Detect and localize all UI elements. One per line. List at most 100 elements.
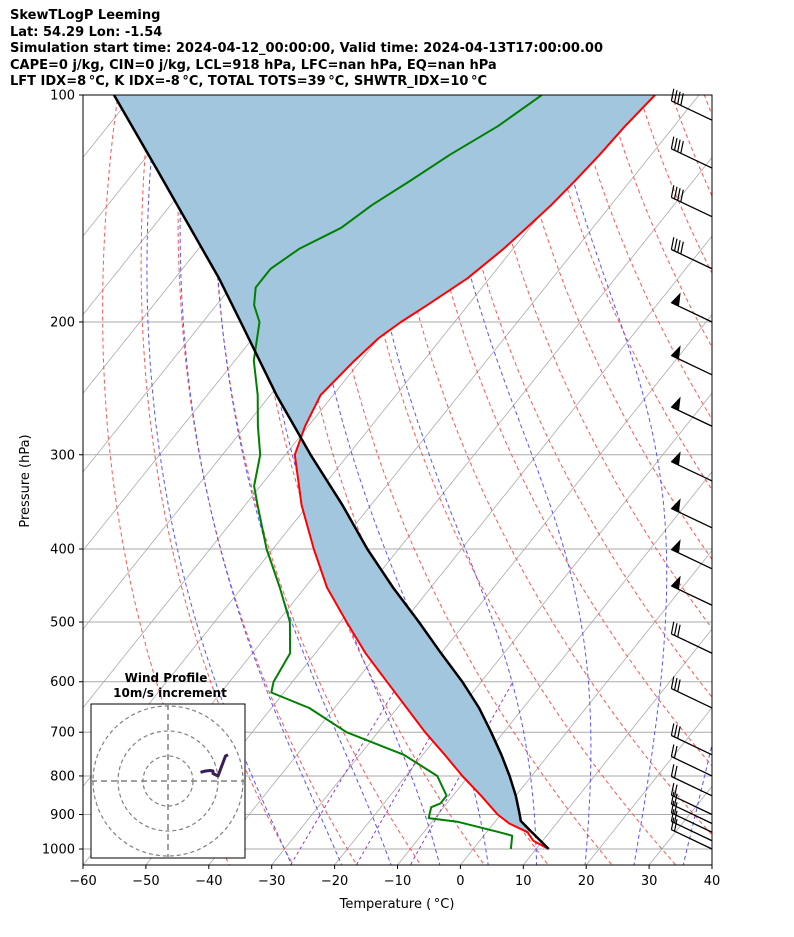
isotherm-line	[334, 392, 712, 865]
dry-adiabat-line	[443, 95, 712, 698]
wind-barb	[670, 451, 713, 482]
wind-barb	[670, 676, 713, 709]
wind-barb-flag	[670, 539, 681, 554]
dry-adiabat-line	[247, 95, 486, 865]
wind-barb-flag	[670, 396, 681, 411]
wind-barb-full	[673, 793, 678, 806]
dry-adiabat-line	[703, 95, 712, 117]
dry-adiabat-line	[140, 95, 294, 865]
wind-barb	[670, 136, 713, 169]
y-tick-label: 400	[50, 542, 75, 557]
wind-barb-shaft	[671, 100, 713, 121]
y-axis-label: Pressure (hPa)	[18, 434, 33, 527]
wind-barb	[670, 621, 713, 654]
parcel-path-line	[112, 95, 550, 850]
wind-barb	[670, 539, 713, 570]
y-tick-label: 100	[50, 89, 75, 104]
isotherm-line	[763, 78, 794, 880]
wind-barb-full	[673, 745, 678, 759]
x-tick-label: 30	[641, 874, 658, 889]
wind-barb-full	[670, 723, 675, 736]
moist-adiabat-line	[729, 95, 794, 880]
wind-barb	[670, 185, 713, 218]
wind-barb-full	[673, 818, 678, 832]
cape-line: CAPE=0 j/kg, CIN=0 j/kg, LCL=918 hPa, LF…	[10, 57, 497, 73]
wind-barb-shaft	[671, 829, 713, 850]
wind-barb-full	[673, 186, 678, 200]
chart-header: SkewTLogP Leeming Lat: 54.29 Lon: -1.54 …	[10, 8, 603, 91]
hodograph-ring	[117, 730, 219, 832]
dry-adiabat-line	[573, 95, 712, 421]
x-tick-label: −40	[195, 874, 222, 889]
isotherm-line	[0, 78, 83, 880]
wind-barb-shaft	[671, 820, 713, 842]
mixing-ratio-line	[409, 681, 514, 865]
wind-barb-flag	[670, 345, 681, 360]
wind-barb-full	[673, 623, 678, 636]
y-tick-label: 300	[50, 448, 75, 463]
wind-barb-full	[677, 726, 681, 739]
wind-barb	[670, 237, 713, 270]
wind-barb	[670, 791, 713, 825]
dry-adiabat-line	[378, 95, 712, 836]
wind-barb-full	[673, 137, 678, 151]
wind-barb-shaft	[671, 633, 713, 654]
wind-barb	[670, 800, 713, 833]
wind-barb-flag	[670, 451, 681, 466]
wind-barb-full	[673, 765, 678, 779]
isotherm-line	[711, 864, 712, 865]
moist-adiabat-line	[252, 95, 441, 865]
wind-barb-full	[680, 189, 684, 203]
wind-barb	[670, 292, 713, 323]
wind-barb-full	[670, 782, 675, 796]
y-tick-label: 1000	[42, 843, 75, 858]
isotherm-line	[83, 95, 197, 237]
mixing-ratio-line	[355, 681, 463, 865]
moist-adiabat-line	[214, 95, 392, 865]
chart-title: SkewTLogP Leeming	[10, 8, 161, 23]
wind-barb-full	[670, 185, 675, 198]
wind-barb-full	[670, 791, 675, 805]
dry-adiabat-line	[540, 95, 712, 491]
wind-barb-full	[670, 764, 675, 777]
wind-barb	[670, 744, 713, 777]
mixing-ratio-line	[290, 681, 401, 865]
index-line: LFT IDX=8 °C, K IDX=-8 °C, TOTAL TOTS=39…	[10, 74, 488, 89]
wind-barb-shaft	[671, 196, 713, 218]
wind-barb-full	[677, 139, 681, 152]
wind-barb	[670, 817, 713, 850]
y-tick-label: 900	[50, 808, 75, 823]
wind-barb-full	[673, 677, 678, 691]
isotherm-line	[208, 235, 712, 865]
x-axis-label: Temperature ( °C)	[339, 897, 455, 912]
wind-barb-full	[670, 621, 675, 635]
y-tick-label: 700	[50, 726, 75, 741]
wind-barb-flag	[670, 292, 681, 307]
dry-adiabat-line	[177, 95, 358, 865]
wind-barb-full	[670, 817, 675, 830]
y-tick-label: 600	[50, 675, 75, 690]
wind-barb	[670, 764, 713, 797]
wind-barb-full	[670, 676, 675, 689]
wind-barb-full	[673, 90, 678, 103]
isotherm-line	[271, 313, 712, 865]
wind-barb-full	[677, 624, 681, 638]
isotherm-line	[522, 628, 712, 865]
wind-barb	[670, 88, 713, 121]
location-line: Lat: 54.29 Lon: -1.54	[10, 24, 163, 40]
wind-barb-shaft	[671, 688, 713, 709]
wind-barb-full	[673, 784, 678, 797]
wind-barb-full	[673, 238, 678, 252]
dewpoint-profile-line	[252, 95, 543, 850]
moist-adiabat-line	[146, 95, 293, 865]
wind-barb	[670, 782, 713, 816]
wind-barb-shaft	[671, 812, 713, 833]
isotherm-line	[83, 95, 260, 316]
wind-barb-shaft	[671, 794, 713, 816]
wind-barb	[670, 396, 713, 427]
wind-barb	[670, 809, 713, 842]
time-line: Simulation start time: 2024-04-12_00:00:…	[10, 41, 603, 56]
x-tick-label: 20	[578, 874, 595, 889]
wind-barb	[670, 723, 713, 756]
dry-adiabat-line	[213, 95, 422, 865]
